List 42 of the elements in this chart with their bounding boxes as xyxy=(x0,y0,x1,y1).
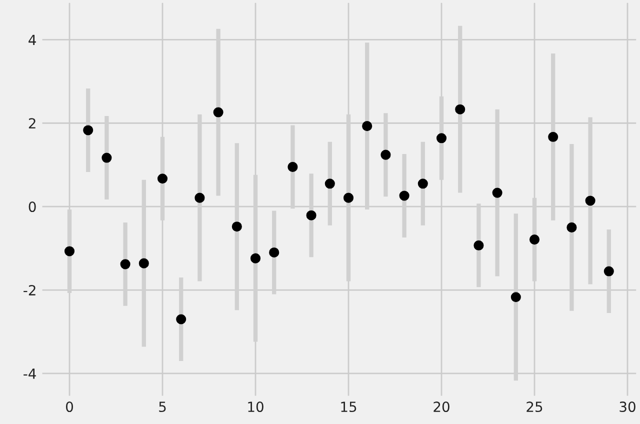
y-tick-label: 2 xyxy=(28,118,36,128)
point xyxy=(194,192,205,203)
point xyxy=(176,314,186,324)
point xyxy=(138,258,149,268)
x-tick-label: 10 xyxy=(248,402,264,412)
point xyxy=(455,104,466,114)
point xyxy=(306,210,316,220)
point xyxy=(529,234,540,245)
point xyxy=(548,132,558,142)
point xyxy=(343,192,354,203)
x-tick-label: 25 xyxy=(526,402,542,412)
point xyxy=(492,188,502,198)
point xyxy=(232,222,242,232)
point xyxy=(213,107,224,118)
point xyxy=(83,125,94,136)
x-tick-label: 20 xyxy=(434,402,450,412)
point xyxy=(474,240,484,250)
point xyxy=(380,150,391,160)
point xyxy=(157,174,168,184)
point xyxy=(418,178,428,189)
x-tick-label: 15 xyxy=(341,402,356,412)
point xyxy=(64,246,75,256)
y-tick-label: -4 xyxy=(24,368,36,379)
point xyxy=(399,190,410,201)
x-tick-label: 5 xyxy=(159,402,166,412)
point xyxy=(585,196,596,206)
point xyxy=(102,152,112,163)
point xyxy=(269,247,280,258)
y-tick-label: 0 xyxy=(28,202,36,212)
point xyxy=(510,292,521,302)
point xyxy=(604,266,614,276)
x-tick-label: 0 xyxy=(66,402,73,412)
point xyxy=(120,259,130,270)
x-tick-label: 30 xyxy=(620,402,636,412)
point xyxy=(324,178,335,189)
point xyxy=(436,133,447,144)
point xyxy=(288,162,298,172)
point xyxy=(250,253,261,264)
point xyxy=(566,222,577,232)
point xyxy=(362,121,372,132)
y-tick-label: 4 xyxy=(28,34,36,45)
y-tick-label: -2 xyxy=(24,285,36,296)
